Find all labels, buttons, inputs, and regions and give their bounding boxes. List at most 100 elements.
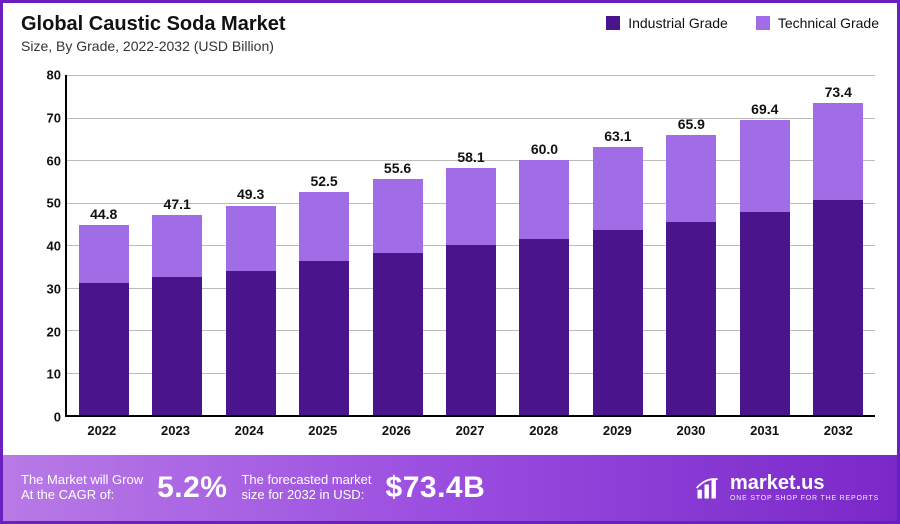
bar-segment — [152, 277, 202, 415]
chart-area: 44.847.149.352.555.658.160.063.165.969.4… — [21, 67, 879, 443]
bar-total-label: 60.0 — [508, 141, 581, 157]
bar-stack — [813, 103, 863, 415]
bar-segment — [740, 120, 790, 212]
bar-stack — [446, 168, 496, 415]
cagr-label-line1: The Market will Grow — [21, 473, 143, 488]
legend-swatch-industrial — [606, 16, 620, 30]
bar-slot: 49.3 — [214, 75, 287, 415]
bar-segment — [519, 160, 569, 239]
bar-segment — [446, 168, 496, 245]
x-tick-label: 2030 — [654, 419, 728, 443]
bar-segment — [373, 179, 423, 253]
x-tick-label: 2031 — [728, 419, 802, 443]
x-tick-label: 2022 — [65, 419, 139, 443]
x-tick-label: 2027 — [433, 419, 507, 443]
forecast-label-line1: The forecasted market — [241, 473, 371, 488]
bar-segment — [813, 200, 863, 415]
y-tick-label: 20 — [21, 324, 61, 339]
brand-block: market.us ONE STOP SHOP FOR THE REPORTS — [694, 472, 879, 503]
y-tick-label: 80 — [21, 68, 61, 83]
brand-text: market.us ONE STOP SHOP FOR THE REPORTS — [730, 472, 879, 503]
legend-item-technical: Technical Grade — [756, 15, 879, 31]
legend: Industrial Grade Technical Grade — [606, 13, 879, 31]
title-block: Global Caustic Soda Market Size, By Grad… — [21, 13, 286, 54]
bar-segment — [226, 206, 276, 271]
chart-frame: Global Caustic Soda Market Size, By Grad… — [0, 0, 900, 524]
x-tick-label: 2025 — [286, 419, 360, 443]
bar-segment — [519, 239, 569, 415]
forecast-label: The forecasted market size for 2032 in U… — [241, 473, 371, 503]
bar-stack — [666, 135, 716, 415]
bar-segment — [79, 225, 129, 284]
bar-total-label: 65.9 — [655, 116, 728, 132]
bar-total-label: 55.6 — [361, 159, 434, 175]
forecast-value: $73.4B — [386, 471, 486, 505]
y-tick-label: 0 — [21, 410, 61, 425]
bar-slot: 65.9 — [655, 75, 728, 415]
bar-total-label: 44.8 — [67, 205, 140, 221]
brand-logo-icon — [694, 474, 722, 502]
chart-title: Global Caustic Soda Market — [21, 13, 286, 36]
bar-segment — [152, 215, 202, 277]
bar-stack — [226, 205, 276, 415]
bar-segment — [740, 212, 790, 415]
bar-total-label: 73.4 — [802, 84, 875, 100]
bar-total-label: 63.1 — [581, 128, 654, 144]
bar-segment — [299, 192, 349, 261]
x-axis-labels: 2022202320242025202620272028202920302031… — [65, 419, 875, 443]
bars-container: 44.847.149.352.555.658.160.063.165.969.4… — [67, 75, 875, 415]
bar-segment — [226, 271, 276, 415]
bar-segment — [593, 230, 643, 415]
y-tick-label: 30 — [21, 281, 61, 296]
x-tick-label: 2032 — [801, 419, 875, 443]
bar-slot: 55.6 — [361, 75, 434, 415]
bar-stack — [519, 160, 569, 415]
legend-label-industrial: Industrial Grade — [628, 15, 728, 31]
legend-swatch-technical — [756, 16, 770, 30]
bar-segment — [373, 253, 423, 415]
bar-slot: 44.8 — [67, 75, 140, 415]
brand-name: market.us — [730, 472, 879, 495]
bar-slot: 73.4 — [802, 75, 875, 415]
x-tick-label: 2026 — [360, 419, 434, 443]
bar-stack — [299, 192, 349, 415]
bar-slot: 63.1 — [581, 75, 654, 415]
cagr-label-line2: At the CAGR of: — [21, 488, 143, 503]
y-tick-label: 40 — [21, 239, 61, 254]
cagr-label: The Market will Grow At the CAGR of: — [21, 473, 143, 503]
legend-label-technical: Technical Grade — [778, 15, 879, 31]
x-tick-label: 2028 — [507, 419, 581, 443]
bar-slot: 52.5 — [287, 75, 360, 415]
bar-slot: 47.1 — [140, 75, 213, 415]
bar-total-label: 49.3 — [214, 186, 287, 202]
bar-segment — [446, 245, 496, 415]
bar-stack — [79, 225, 129, 415]
y-tick-label: 70 — [21, 110, 61, 125]
forecast-label-line2: size for 2032 in USD: — [241, 488, 371, 503]
bar-stack — [740, 120, 790, 415]
brand-tagline: ONE STOP SHOP FOR THE REPORTS — [730, 495, 879, 503]
cagr-value: 5.2% — [157, 471, 227, 505]
bar-stack — [373, 179, 423, 415]
y-tick-label: 10 — [21, 367, 61, 382]
plot-area: 44.847.149.352.555.658.160.063.165.969.4… — [65, 75, 875, 417]
header: Global Caustic Soda Market Size, By Grad… — [21, 13, 879, 54]
x-tick-label: 2023 — [139, 419, 213, 443]
bar-segment — [593, 147, 643, 230]
y-tick-label: 60 — [21, 153, 61, 168]
bar-segment — [666, 222, 716, 415]
bar-stack — [593, 147, 643, 415]
bar-slot: 58.1 — [434, 75, 507, 415]
bar-segment — [299, 261, 349, 415]
chart-subtitle: Size, By Grade, 2022-2032 (USD Billion) — [21, 38, 286, 54]
x-tick-label: 2024 — [212, 419, 286, 443]
bar-stack — [152, 215, 202, 415]
bar-segment — [666, 135, 716, 222]
y-axis-ticks: 01020304050607080 — [21, 75, 65, 417]
bar-total-label: 52.5 — [287, 173, 360, 189]
bar-slot: 60.0 — [508, 75, 581, 415]
bar-total-label: 69.4 — [728, 101, 801, 117]
bar-slot: 69.4 — [728, 75, 801, 415]
legend-item-industrial: Industrial Grade — [606, 15, 728, 31]
footer-banner: The Market will Grow At the CAGR of: 5.2… — [3, 455, 897, 521]
